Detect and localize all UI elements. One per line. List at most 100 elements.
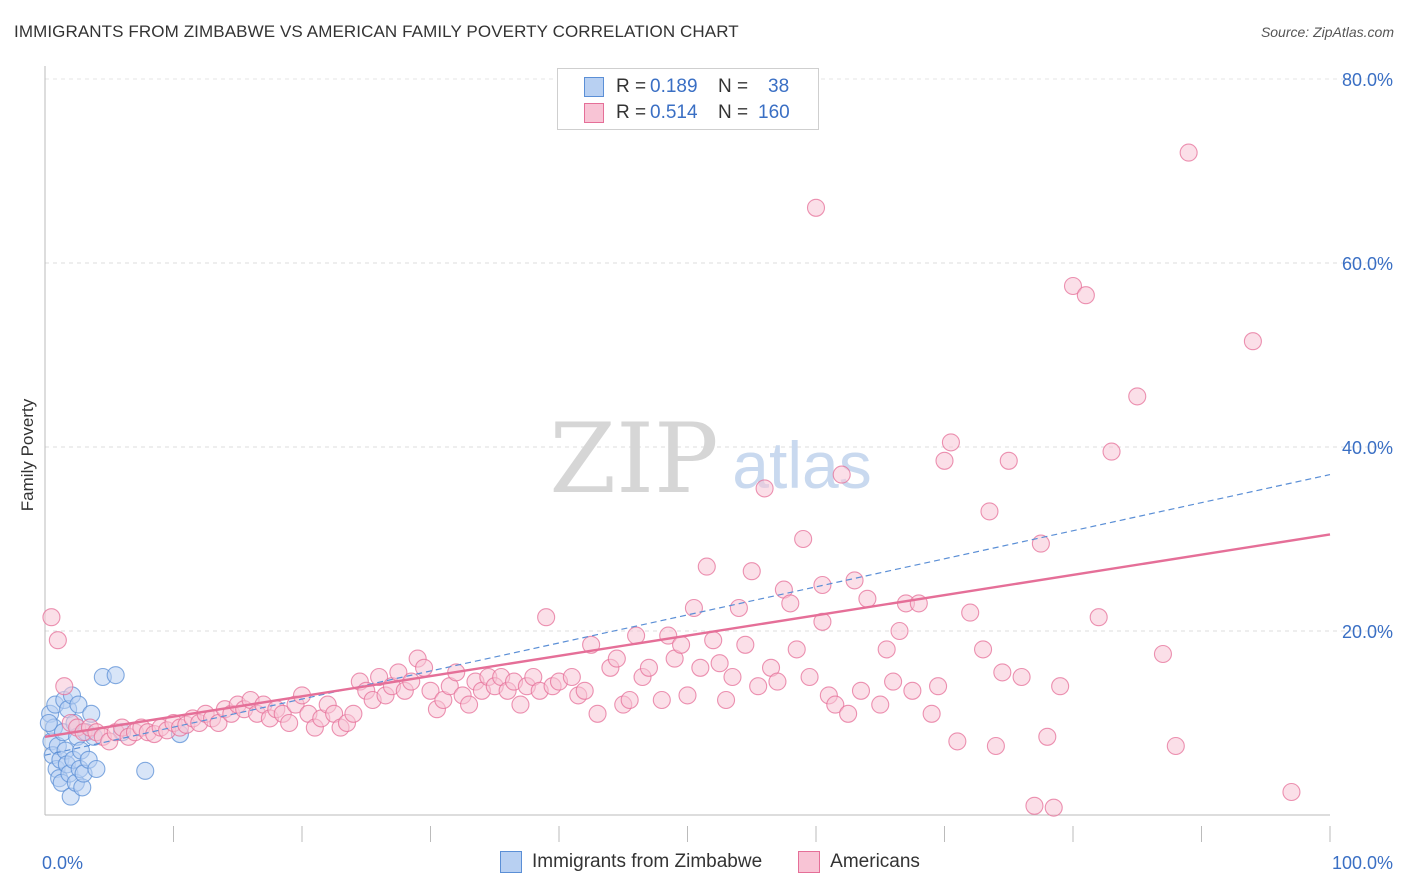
legend-row-americans: R = 0.514 N = 160: [584, 101, 790, 125]
americans-point: [755, 479, 774, 498]
americans-point: [1102, 442, 1121, 461]
americans-point: [884, 672, 903, 691]
americans-point: [511, 695, 530, 714]
americans-point: [922, 704, 941, 723]
americans-point: [48, 631, 67, 650]
americans-point: [42, 608, 61, 627]
americans-point: [729, 598, 748, 618]
americans-point: [684, 598, 703, 618]
americans-point: [993, 663, 1012, 682]
americans-point: [986, 736, 1005, 756]
americans-point: [716, 690, 736, 710]
americans-point: [935, 451, 954, 470]
americans-point: [1282, 782, 1301, 802]
legend-swatch-zimbabwe: [584, 77, 604, 97]
americans-point: [1076, 286, 1095, 305]
americans-point: [973, 640, 993, 659]
legend-swatch-americans: [584, 103, 604, 123]
legend-swatch-zimbabwe: [500, 851, 522, 873]
americans-point: [55, 677, 74, 696]
americans-trend-line: [44, 533, 1331, 738]
chart-title: IMMIGRANTS FROM ZIMBABWE VS AMERICAN FAM…: [14, 22, 739, 41]
americans-point: [344, 704, 363, 723]
legend-swatch-americans: [798, 851, 821, 873]
r-label: R =: [616, 76, 647, 97]
americans-point: [948, 732, 967, 751]
americans-point: [736, 635, 755, 654]
americans-point: [851, 681, 871, 700]
legend-label-zimbabwe: Immigrants from Zimbabwe: [532, 851, 763, 872]
americans-point: [620, 690, 639, 710]
n-label: N =: [718, 76, 749, 97]
americans-point: [903, 681, 922, 700]
americans-point: [1153, 644, 1172, 664]
y-tick-label: 20.0%: [1342, 622, 1393, 642]
americans-point: [890, 621, 909, 641]
legend-item-americans[interactable]: Americans: [798, 851, 920, 873]
legend-label-americans: Americans: [830, 851, 920, 872]
americans-point: [1025, 796, 1044, 815]
americans-point: [858, 589, 877, 608]
americans-point: [794, 529, 813, 549]
americans-point: [999, 451, 1018, 470]
legend-row-zimbabwe: R = 0.189 N = 38: [584, 75, 789, 99]
americans-point: [749, 677, 768, 696]
y-tick-label: 40.0%: [1342, 438, 1393, 458]
americans-point: [941, 433, 960, 452]
y-axis-label: Family Poverty: [18, 398, 37, 512]
americans-point: [370, 667, 389, 687]
americans-point: [280, 713, 299, 733]
americans-point: [672, 635, 691, 654]
americans-point: [1243, 332, 1262, 351]
americans-point: [929, 677, 948, 696]
americans-point: [1179, 143, 1198, 162]
americans-point: [639, 658, 659, 677]
americans-point: [800, 667, 819, 687]
americans-point: [871, 695, 890, 714]
americans-point: [652, 690, 671, 710]
y-tick-label: 80.0%: [1342, 70, 1393, 90]
americans-point: [839, 704, 858, 723]
grid-lines: [45, 78, 1392, 632]
zimbabwe-point: [87, 759, 106, 779]
americans-point: [806, 198, 826, 217]
americans-point: [1089, 608, 1108, 627]
americans-point: [961, 603, 980, 622]
americans-point: [678, 686, 697, 705]
americans-point: [781, 594, 800, 613]
americans-point: [1012, 667, 1031, 687]
r-value: 0.189: [650, 76, 698, 97]
americans-point: [588, 704, 607, 723]
americans-point: [710, 654, 729, 673]
americans-point: [826, 695, 845, 714]
americans-point: [459, 695, 479, 714]
americans-point: [691, 658, 710, 677]
americans-point: [787, 640, 806, 659]
zimbabwe-point: [106, 666, 125, 685]
americans-point: [768, 672, 787, 691]
y-tick-label: 60.0%: [1342, 254, 1393, 274]
americans-point: [1166, 736, 1185, 756]
x-tick-label-min: 0.0%: [42, 853, 83, 873]
zimbabwe-point: [69, 695, 88, 714]
legend-item-zimbabwe[interactable]: Immigrants from Zimbabwe: [500, 851, 762, 873]
americans-point: [1044, 798, 1063, 817]
r-value: 0.514: [650, 102, 698, 123]
n-value: 38: [768, 76, 790, 97]
americans-point: [1063, 276, 1083, 296]
watermark-zip: ZIP: [549, 403, 718, 515]
americans-point: [723, 667, 742, 687]
source-label: Source: ZipAtlas.com: [1260, 24, 1394, 40]
series-legend: Immigrants from Zimbabwe Americans: [500, 851, 956, 873]
n-value: 160: [758, 102, 790, 123]
americans-point: [1128, 387, 1147, 406]
tick-labels: 20.0% 40.0% 60.0% 80.0% 0.0% 100.0%: [42, 70, 1393, 873]
r-label: R =: [616, 102, 647, 123]
x-tick-label-max: 100.0%: [1332, 853, 1393, 873]
n-label: N =: [718, 102, 749, 123]
americans-point: [1031, 534, 1050, 553]
zimbabwe-point: [136, 761, 155, 780]
stats-legend: R = 0.189 N = 38 R = 0.514 N = 160: [557, 68, 819, 130]
americans-point: [704, 631, 723, 650]
